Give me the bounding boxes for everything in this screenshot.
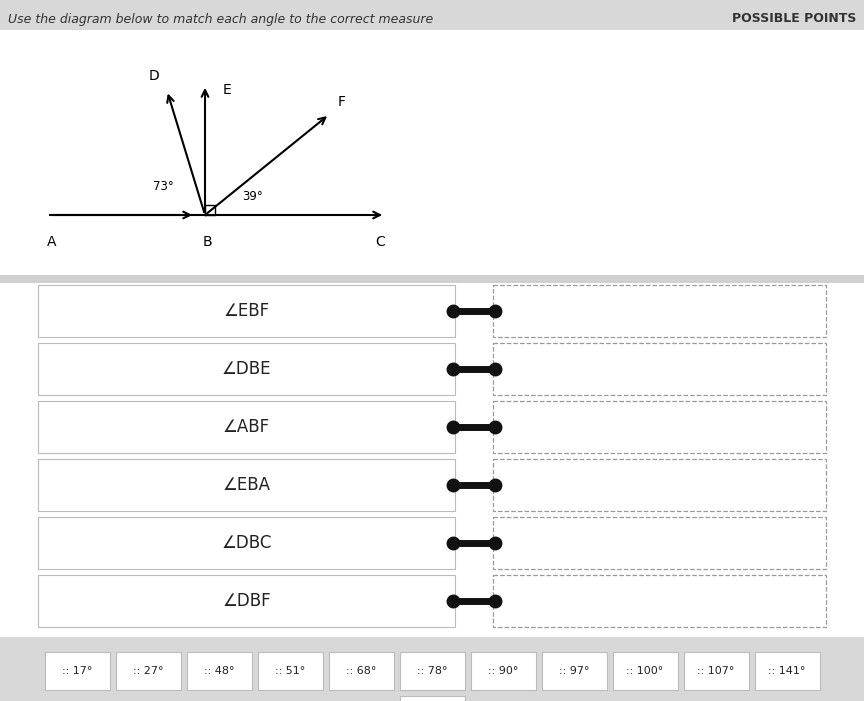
Bar (0, 0, 864, 30)
Text: F: F (337, 95, 346, 109)
Bar (0, 275, 864, 283)
Text: ∠DBC: ∠DBC (221, 534, 271, 552)
Bar (399, 696, 465, 701)
Bar (613, 652, 677, 690)
Bar (493, 285, 826, 337)
Text: :: 100°: :: 100° (626, 666, 664, 676)
Text: :: 48°: :: 48° (204, 666, 234, 676)
Bar (187, 652, 251, 690)
Bar (471, 652, 536, 690)
Text: ∠EBF: ∠EBF (224, 302, 270, 320)
Text: ∠DBF: ∠DBF (222, 592, 270, 610)
Bar (493, 459, 826, 511)
Text: :: 51°: :: 51° (275, 666, 305, 676)
Bar (38, 343, 455, 395)
Bar (493, 517, 826, 569)
Text: ∠ABF: ∠ABF (223, 418, 270, 436)
Bar (45, 652, 110, 690)
Text: ∠DBE: ∠DBE (222, 360, 271, 378)
Text: :: 17°: :: 17° (62, 666, 92, 676)
Bar (38, 459, 455, 511)
Bar (754, 652, 819, 690)
Bar (328, 652, 393, 690)
Text: Use the diagram below to match each angle to the correct measure: Use the diagram below to match each angl… (8, 13, 433, 27)
Text: B: B (202, 235, 212, 249)
Bar (493, 343, 826, 395)
Bar (683, 652, 748, 690)
Text: E: E (223, 83, 232, 97)
Bar (257, 652, 322, 690)
Bar (493, 575, 826, 627)
Bar (38, 285, 455, 337)
Text: :: 107°: :: 107° (697, 666, 734, 676)
Bar (399, 652, 465, 690)
Text: D: D (149, 69, 159, 83)
Text: POSSIBLE POINTS: POSSIBLE POINTS (732, 12, 856, 25)
Bar (493, 401, 826, 453)
Bar (542, 652, 607, 690)
Text: :: 68°: :: 68° (346, 666, 376, 676)
Text: :: 78°: :: 78° (416, 666, 448, 676)
Bar (38, 575, 455, 627)
Bar (0, 637, 864, 701)
Text: A: A (48, 235, 57, 249)
Text: 39°: 39° (243, 191, 264, 203)
Text: 73°: 73° (153, 180, 174, 193)
Text: ∠EBA: ∠EBA (223, 476, 270, 494)
Bar (38, 401, 455, 453)
Text: :: 90°: :: 90° (488, 666, 518, 676)
Text: :: 27°: :: 27° (133, 666, 163, 676)
Bar (116, 652, 181, 690)
Text: :: 141°: :: 141° (768, 666, 806, 676)
Text: :: 97°: :: 97° (559, 666, 589, 676)
Text: C: C (375, 235, 384, 249)
Bar (38, 517, 455, 569)
